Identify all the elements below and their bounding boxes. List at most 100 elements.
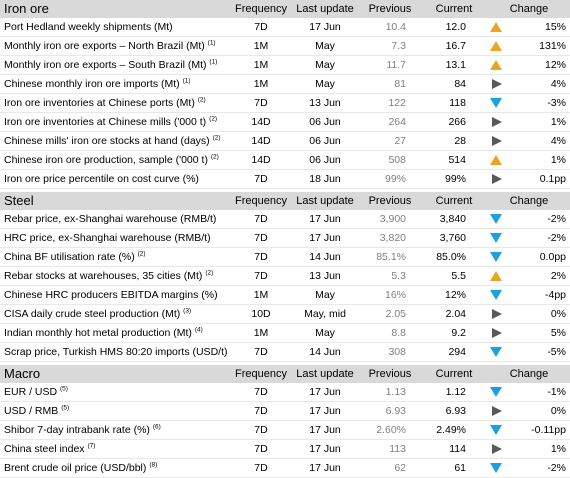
last-update-cell: 14 Jun xyxy=(290,247,360,267)
change-cell: 0.0pp xyxy=(488,247,570,267)
previous-value-cell: 113 xyxy=(360,439,420,459)
indicator-name-cell: EUR / USD (5) xyxy=(0,383,232,402)
change-value: 0.0pp xyxy=(539,251,566,263)
table-row: Indian monthly hot metal production (Mt)… xyxy=(0,323,570,343)
current-value-cell: 28 xyxy=(420,131,488,151)
indicator-name: Chinese iron ore production, sample ('00… xyxy=(4,154,208,166)
previous-value-cell: 27 xyxy=(360,131,420,151)
current-value-cell: 99% xyxy=(420,169,488,189)
triangle-down-icon xyxy=(490,290,502,300)
table-row: China BF utilisation rate (%) (2) 7D 14 Ju… xyxy=(0,247,570,267)
change-cell: 1% xyxy=(488,150,570,170)
indicator-name-cell: HRC price, ex-Shanghai warehouse (RMB/t) xyxy=(0,228,232,248)
change-cell: 1% xyxy=(488,112,570,132)
last-update-cell: 17 Jun xyxy=(290,458,360,478)
frequency-cell: 14D xyxy=(232,112,290,132)
footnote-ref: (2) xyxy=(212,134,221,142)
last-update-cell: May xyxy=(290,74,360,94)
change-value: -3% xyxy=(547,97,566,109)
change-value: -4pp xyxy=(544,289,566,301)
current-value-cell: 85.0% xyxy=(420,247,488,267)
section-header: Macro Frequency Last update Previous Current… xyxy=(0,365,570,383)
change-cell: -2% xyxy=(488,228,570,248)
previous-value-cell: 1.13 xyxy=(360,383,420,402)
frequency-cell: 7D xyxy=(232,439,290,459)
change-cell: 5% xyxy=(488,323,570,343)
change-value: 0.1pp xyxy=(539,173,566,185)
last-update-cell: May xyxy=(290,285,360,305)
current-value-cell: 2.04 xyxy=(420,304,488,324)
indicator-name-cell: Chinese mills' iron ore stocks at hand (… xyxy=(0,131,232,151)
triangle-down-icon xyxy=(490,214,502,224)
indicator-name-cell: Monthly iron ore exports – South Brazil … xyxy=(0,55,232,75)
previous-value-cell: 85.1% xyxy=(360,247,420,267)
last-update-cell: 17 Jun xyxy=(290,210,360,229)
last-update-cell: 17 Jun xyxy=(290,18,360,37)
table-row: Iron ore price percentile on cost curve … xyxy=(0,169,570,189)
footnote-ref: (3) xyxy=(183,307,192,315)
change-value: -5% xyxy=(547,346,566,358)
last-update-cell: 17 Jun xyxy=(290,420,360,440)
indicator-name-cell: Chinese monthly iron ore imports (Mt) (1… xyxy=(0,74,232,94)
indicator-name: Rebar stocks at warehouses, 35 cities (M… xyxy=(4,270,203,282)
frequency-cell: 7D xyxy=(232,93,290,113)
change-wrapper: -3% xyxy=(490,94,566,112)
section-header: Iron ore Frequency Last update Previous Curr… xyxy=(0,0,570,18)
indicator-name: Monthly iron ore exports – North Brazil … xyxy=(4,40,205,52)
table-row: Port Hedland weekly shipments (Mt) 7D 17 J… xyxy=(0,18,570,37)
indicator-name-cell: Chinese HRC producers EBITDA margins (%) xyxy=(0,285,232,305)
triangle-down-icon xyxy=(490,387,502,397)
change-cell: 131% xyxy=(488,36,570,56)
change-cell: 1% xyxy=(488,439,570,459)
frequency-cell: 7D xyxy=(232,458,290,478)
triangle-right-icon xyxy=(492,328,502,338)
table-row: Iron ore inventories at Chinese mills ('… xyxy=(0,112,570,132)
previous-value-cell: 10.4 xyxy=(360,18,420,37)
triangle-up-icon xyxy=(490,155,502,165)
table-row: HRC price, ex-Shanghai warehouse (RMB/t)… xyxy=(0,228,570,248)
current-value-cell: 3,760 xyxy=(420,228,488,248)
footnote-ref: (1) xyxy=(182,77,191,85)
footnote-ref: (1) xyxy=(209,58,218,66)
frequency-cell: 7D xyxy=(232,266,290,286)
indicator-name-cell: Indian monthly hot metal production (Mt)… xyxy=(0,323,232,343)
current-value-cell: 16.7 xyxy=(420,36,488,56)
header-previous: Previous xyxy=(360,365,420,383)
header-frequency: Frequency xyxy=(232,192,290,210)
triangle-right-icon xyxy=(492,174,502,184)
change-value: -0.11pp xyxy=(531,424,566,436)
frequency-cell: 7D xyxy=(232,228,290,248)
change-cell: -5% xyxy=(488,342,570,362)
indicator-name: CISA daily crude steel production (Mt) xyxy=(4,308,181,320)
change-cell: 0% xyxy=(488,304,570,324)
previous-value-cell: 2.60% xyxy=(360,420,420,440)
indicator-name: China steel index xyxy=(4,443,85,455)
header-current: Current xyxy=(420,365,488,383)
table-row: CISA daily crude steel production (Mt) (… xyxy=(0,304,570,324)
footnote-ref: (1) xyxy=(207,39,216,47)
frequency-cell: 7D xyxy=(232,401,290,421)
change-value: 4% xyxy=(550,135,566,147)
table-row: Chinese mills' iron ore stocks at hand (… xyxy=(0,131,570,151)
change-value: 4% xyxy=(550,78,566,90)
change-cell: -4pp xyxy=(488,285,570,305)
frequency-cell: 1M xyxy=(232,285,290,305)
change-cell: 4% xyxy=(488,74,570,94)
frequency-cell: 1M xyxy=(232,323,290,343)
last-update-cell: 06 Jun xyxy=(290,150,360,170)
triangle-up-icon xyxy=(490,271,502,281)
previous-value-cell: 3,820 xyxy=(360,228,420,248)
table-row: Monthly iron ore exports – North Brazil … xyxy=(0,36,570,56)
current-value-cell: 5.5 xyxy=(420,266,488,286)
table-row: Chinese monthly iron ore imports (Mt) (1… xyxy=(0,74,570,94)
change-wrapper: 1% xyxy=(490,151,566,169)
indicator-name-cell: China BF utilisation rate (%) (2) xyxy=(0,247,232,267)
header-last-update: Last update xyxy=(290,192,360,210)
indicator-name: Chinese HRC producers EBITDA margins (%) xyxy=(4,289,218,301)
change-cell: 12% xyxy=(488,55,570,75)
indicator-name-cell: Brent crude oil price (USD/bbl) (8) xyxy=(0,458,232,478)
change-value: -2% xyxy=(547,462,566,474)
indicator-name: Rebar price, ex-Shanghai warehouse (RMB/… xyxy=(4,213,217,225)
frequency-cell: 7D xyxy=(232,210,290,229)
frequency-cell: 7D xyxy=(232,18,290,37)
